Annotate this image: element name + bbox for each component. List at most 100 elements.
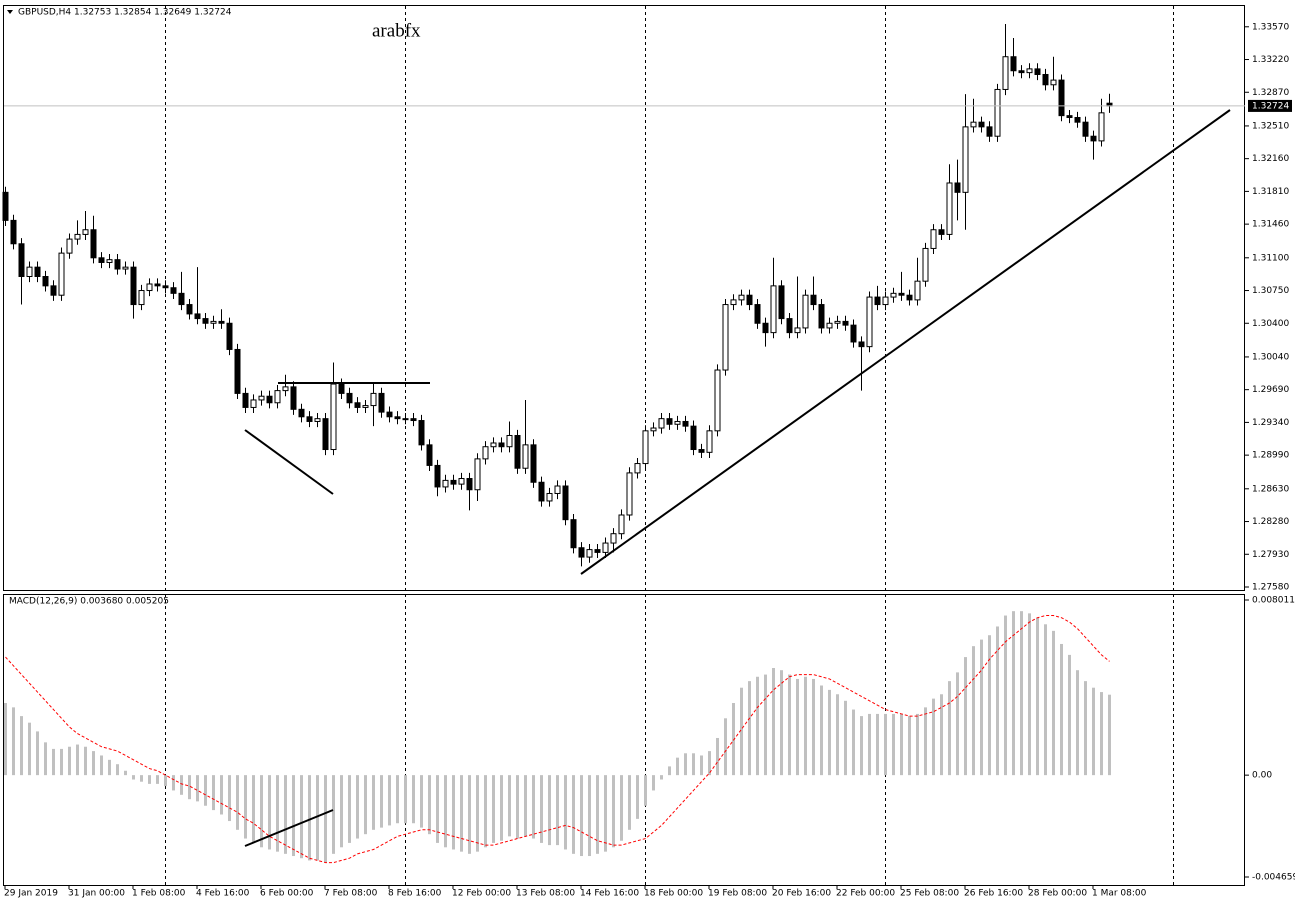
macd-bar (908, 716, 911, 776)
candle-body (298, 408, 305, 418)
candle-body (770, 285, 777, 334)
macd-bar (284, 775, 287, 854)
macd-bar (588, 775, 591, 857)
macd-bar (292, 775, 295, 857)
candle-body (754, 304, 761, 324)
x-tick-label: 13 Feb 08:00 (516, 889, 575, 899)
annotation: arabfx (372, 20, 421, 41)
y-tick-label: 1.32870 (1252, 88, 1289, 98)
macd-bar (1108, 694, 1111, 776)
candle-body (1034, 68, 1041, 75)
candle-body (34, 266, 41, 278)
current-price-box (1248, 99, 1292, 112)
candle-body (818, 304, 825, 329)
candle-body (730, 299, 737, 306)
candle-body (1066, 115, 1073, 119)
y-tick-label: 1.30400 (1252, 319, 1289, 329)
macd-bar (388, 775, 391, 826)
menu-arrow[interactable] (7, 10, 13, 14)
macd-bar (724, 718, 727, 776)
macd-bar (1060, 643, 1063, 776)
candle-body (1098, 112, 1105, 142)
candle-body (226, 322, 233, 350)
macd-bar (1076, 670, 1079, 776)
candle-body (802, 294, 809, 329)
candle-body (866, 296, 873, 348)
candle-body (554, 485, 561, 494)
macd-bar (1044, 624, 1047, 776)
candle-body (946, 182, 953, 235)
y-tick-label: 1.32510 (1252, 121, 1289, 131)
macd-bar (1028, 613, 1031, 776)
candle-body (1002, 56, 1009, 90)
macd-bar (20, 716, 23, 776)
candle-body (210, 320, 217, 324)
candle-body (386, 411, 393, 418)
macd-bar (60, 748, 63, 776)
current-price-label: 1.32724 (1252, 101, 1289, 111)
y-tick-label: 1.29690 (1252, 385, 1289, 395)
macd-bar (316, 775, 319, 861)
candle-body (738, 294, 745, 301)
candle-body (650, 427, 657, 432)
y-tick-label: 1.31460 (1252, 220, 1289, 230)
candle-body (1058, 79, 1065, 117)
macd-bar (620, 775, 623, 841)
y-tick-label: 0.00 (1252, 771, 1272, 781)
macd-bar (164, 775, 167, 787)
macd-bar (484, 775, 487, 848)
macd-bar (964, 657, 967, 776)
candle-body (842, 320, 849, 326)
candle-body (122, 266, 129, 270)
macd-bar (260, 775, 263, 848)
candle-body (186, 304, 193, 315)
candle-body (354, 402, 361, 408)
x-tick-label: 26 Feb 16:00 (964, 889, 1023, 899)
candle-body (170, 287, 177, 294)
candle-body (658, 418, 665, 429)
candle-body (74, 233, 81, 240)
candle-body (586, 549, 593, 558)
price-panel (3, 5, 1245, 591)
macd-bar (1100, 692, 1103, 776)
macd-bar (332, 775, 335, 854)
x-tick-label: 22 Feb 00:00 (836, 889, 895, 899)
candle-body (458, 478, 465, 485)
x-tick-label: 19 Feb 08:00 (708, 889, 767, 899)
macd-bar (188, 775, 191, 800)
period-separators (165, 6, 1174, 885)
macd-bar (268, 775, 271, 850)
candle-body (722, 304, 729, 371)
candle-body (922, 247, 929, 282)
candle-body (42, 276, 49, 287)
macd-bar (636, 775, 639, 819)
x-tick-label: 29 Jan 2019 (4, 889, 58, 899)
macd-bar (372, 775, 375, 830)
candle-body (370, 392, 377, 407)
macd-bar (452, 775, 455, 850)
macd-bar (468, 775, 471, 854)
macd-bar (892, 713, 895, 776)
candle-body (290, 386, 297, 410)
macd-bar (220, 775, 223, 815)
macd-bar (172, 775, 175, 791)
macd-bar (36, 731, 39, 776)
y-tick-label: 1.33570 (1252, 22, 1289, 32)
macd-bar (756, 676, 759, 776)
candle-body (418, 420, 425, 446)
candle-body (66, 238, 73, 254)
macd-bar (820, 685, 823, 776)
macd-bar (116, 764, 119, 776)
macd-bar (884, 713, 887, 776)
candle-body (786, 318, 793, 334)
macd-bar (348, 775, 351, 843)
macd-bar (460, 775, 463, 852)
candle-body (490, 442, 497, 448)
macd-bar (100, 755, 103, 776)
macd-bar (436, 775, 439, 843)
macd-bar (492, 775, 495, 843)
candle-body (642, 430, 649, 465)
macd-bar (212, 775, 215, 811)
x-tick-label: 12 Feb 00:00 (452, 889, 511, 899)
candle-body (546, 492, 553, 502)
